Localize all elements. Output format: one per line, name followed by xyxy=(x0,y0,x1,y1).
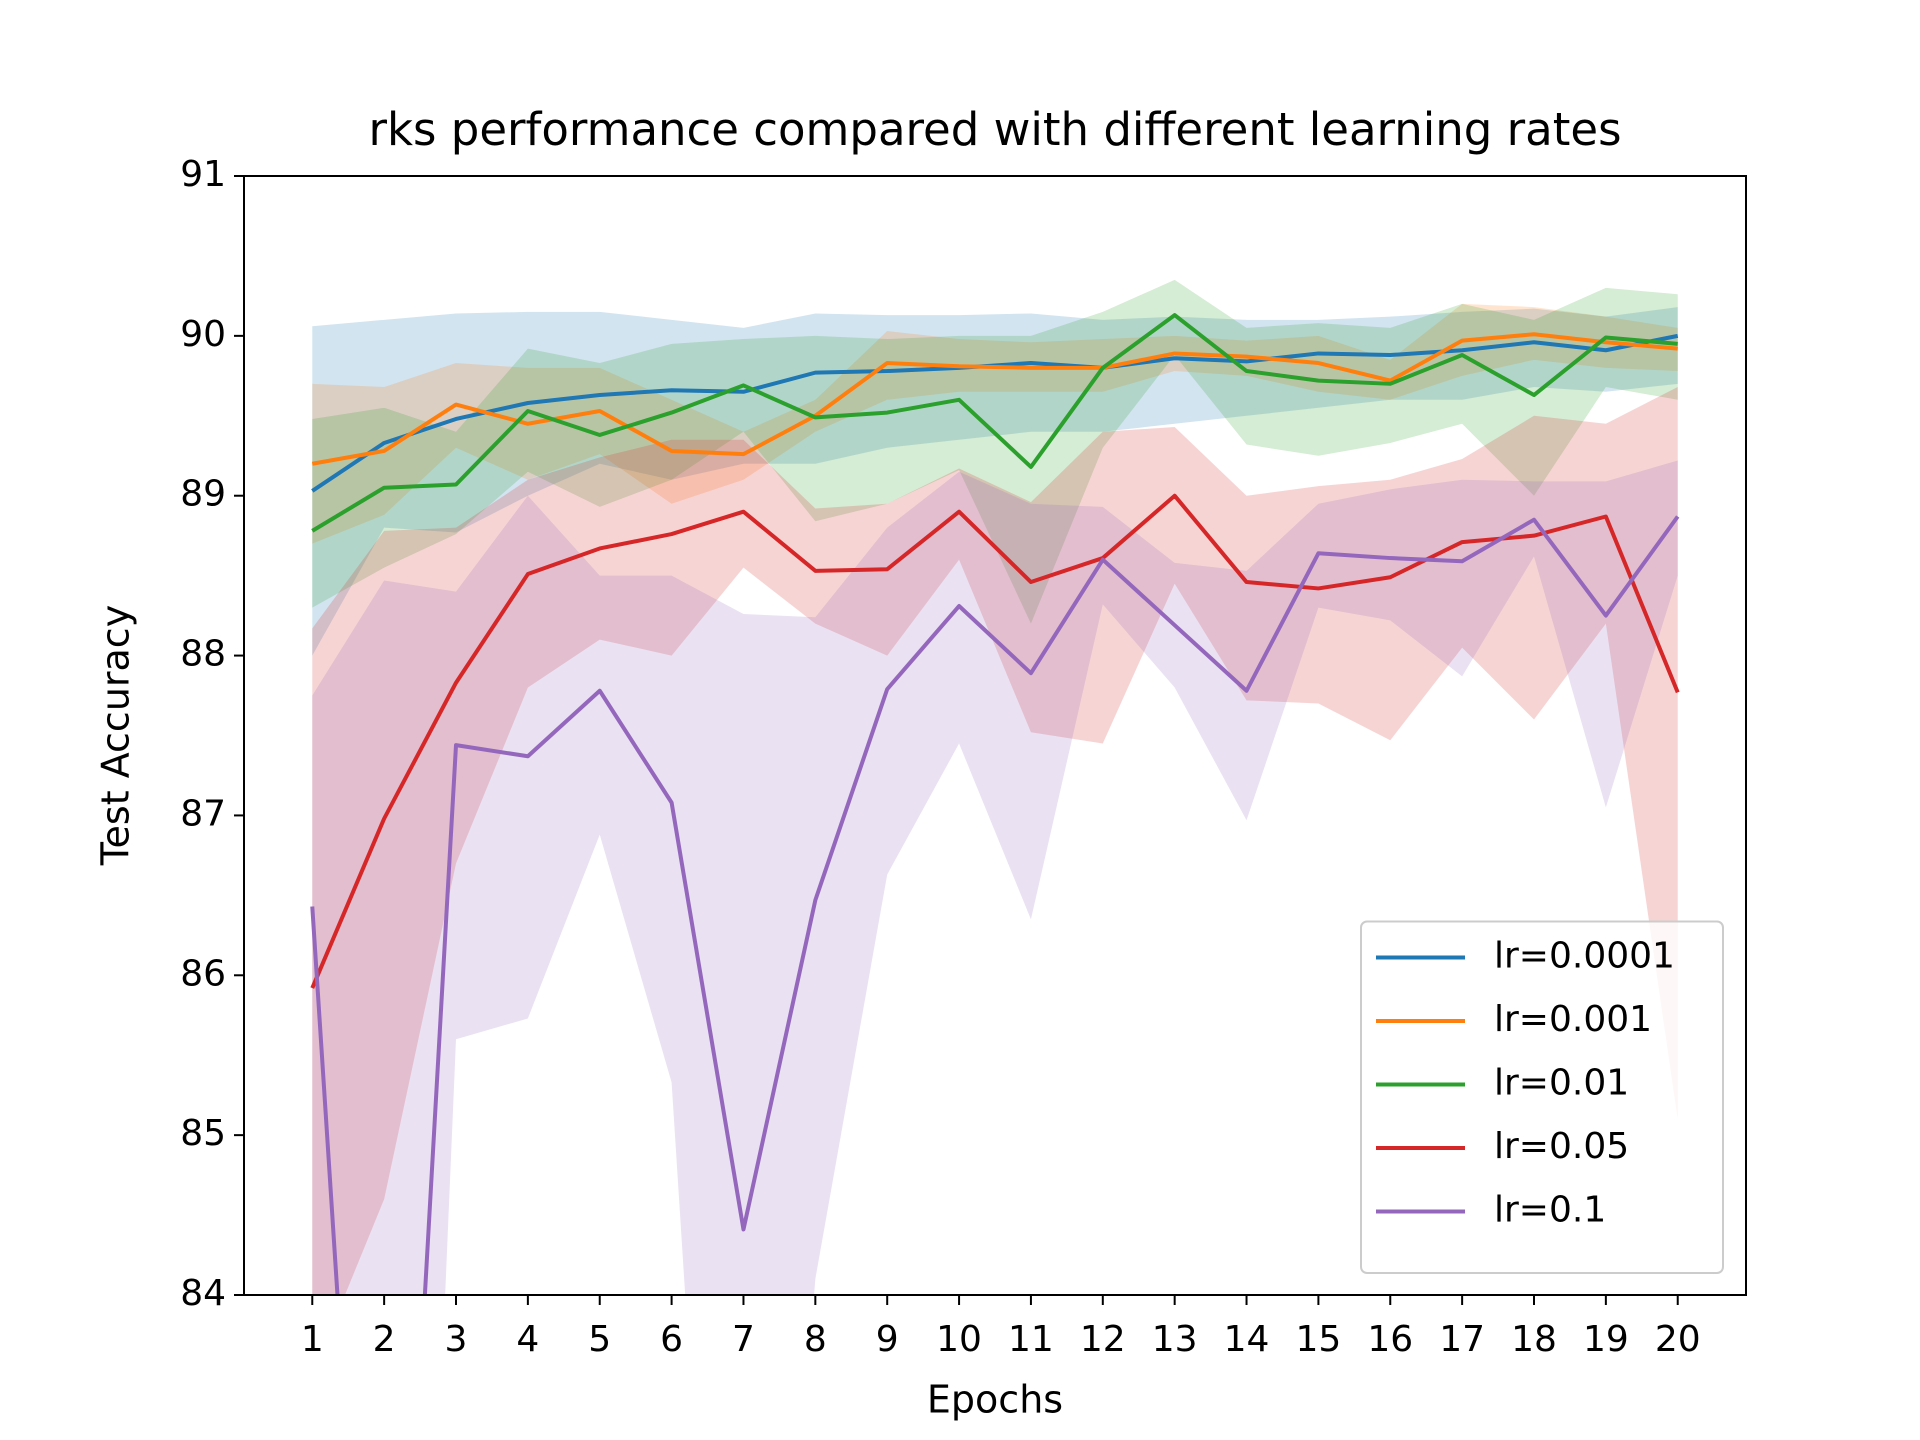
x-tick-label: 7 xyxy=(732,1319,755,1360)
x-tick-label: 3 xyxy=(445,1319,468,1360)
legend-label: lr=0.1 xyxy=(1494,1190,1606,1231)
plot-frame xyxy=(243,175,1747,1296)
y-tick-label: 86 xyxy=(180,953,226,994)
x-tick-label: 18 xyxy=(1511,1319,1557,1360)
legend-label: lr=0.0001 xyxy=(1494,936,1675,977)
series-line xyxy=(311,313,1678,533)
x-tick-label: 19 xyxy=(1583,1319,1629,1360)
y-tick-label: 87 xyxy=(180,793,226,834)
legend-box xyxy=(1360,920,1724,1274)
x-axis-label: Epochs xyxy=(927,1378,1063,1422)
series-line xyxy=(310,493,1680,989)
y-tick-label: 91 xyxy=(180,154,226,195)
band xyxy=(312,307,1678,656)
y-axis-label: Test Accuracy xyxy=(94,605,138,866)
legend-label: lr=0.05 xyxy=(1494,1126,1629,1167)
y-tick-label: 89 xyxy=(180,474,226,515)
y-tick-label: 90 xyxy=(180,314,226,355)
series-line xyxy=(311,332,1678,466)
x-tick-label: 6 xyxy=(660,1319,683,1360)
legend-label: lr=0.01 xyxy=(1494,1063,1629,1104)
band xyxy=(312,387,1678,1295)
x-tick-label: 9 xyxy=(876,1319,899,1360)
chart-title: rks performance compared with different … xyxy=(368,103,1621,156)
x-tick-label: 14 xyxy=(1224,1319,1270,1360)
legend: lr=0.0001 lr=0.001 lr=0.01 lr=0.05 lr=0.1 xyxy=(1360,920,1724,1274)
series-line xyxy=(310,515,1680,1295)
x-tick-label: 13 xyxy=(1152,1319,1198,1360)
lines xyxy=(310,313,1680,1295)
x-tick-label: 17 xyxy=(1439,1319,1485,1360)
x-tick-label: 2 xyxy=(373,1319,396,1360)
x-tick-label: 15 xyxy=(1295,1319,1341,1360)
band xyxy=(312,460,1678,1295)
x-tick-label: 5 xyxy=(588,1319,611,1360)
y-tick-label: 88 xyxy=(180,634,226,675)
x-tick-label: 4 xyxy=(516,1319,539,1360)
x-tick-label: 20 xyxy=(1655,1319,1701,1360)
y-tick-label: 84 xyxy=(180,1273,226,1314)
x-tick-label: 16 xyxy=(1367,1319,1413,1360)
y-tick-label: 85 xyxy=(180,1113,226,1154)
band xyxy=(312,303,1678,544)
x-tick-label: 1 xyxy=(301,1319,324,1360)
legend-label: lr=0.001 xyxy=(1494,999,1652,1040)
x-tick-label: 10 xyxy=(936,1319,982,1360)
x-tick-label: 11 xyxy=(1008,1319,1054,1360)
x-tick-label: 8 xyxy=(804,1319,827,1360)
x-tick-label: 12 xyxy=(1080,1319,1126,1360)
